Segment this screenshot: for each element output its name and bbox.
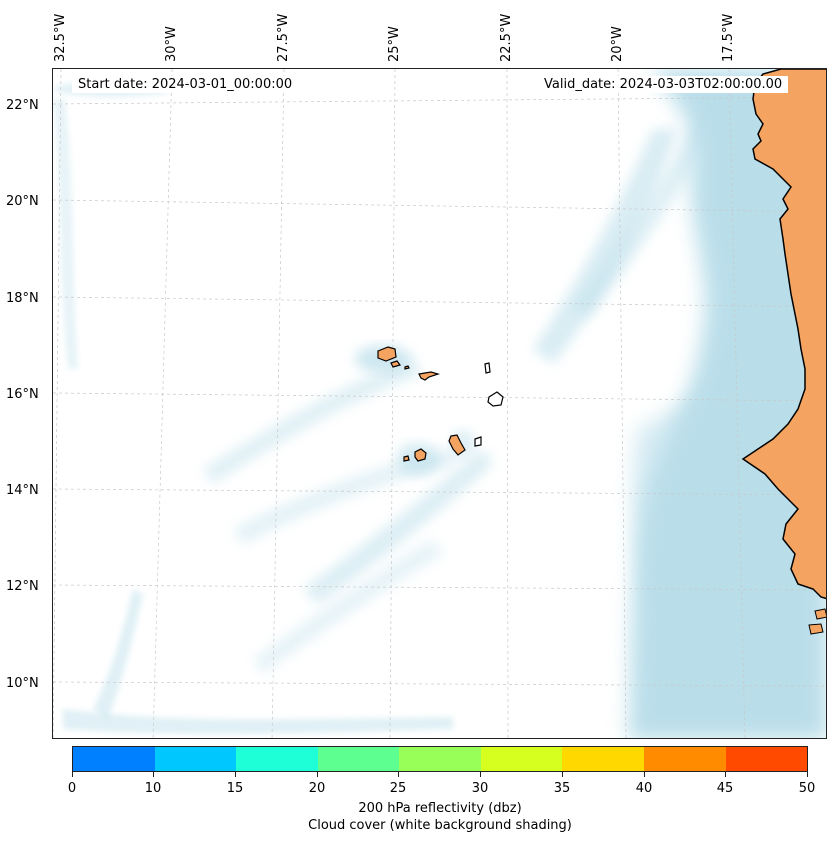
island-maio: [474, 436, 482, 447]
colorbar-title: 200 hPa reflectivity (dbz): [358, 801, 522, 816]
colorbar-tick-label: 10: [144, 781, 162, 796]
lat-label-22n: 22°N: [6, 98, 39, 113]
lat-label-12n: 12°N: [6, 579, 39, 594]
colorbar-tick-label: 25: [389, 781, 407, 796]
colorbar-tick-label: 30: [471, 781, 489, 796]
island-brava: [403, 455, 410, 462]
african-coastline: [741, 69, 826, 600]
map-panel: [52, 68, 827, 739]
colorbar-segment-3: [317, 747, 400, 771]
colorbar-tick: [562, 772, 563, 777]
colorbar-tick: [725, 772, 726, 777]
colorbar-segment-0: [73, 747, 155, 771]
colorbar-tick: [398, 772, 399, 777]
cloud-cover-shading: [53, 69, 826, 738]
colorbar-tick-label: 35: [553, 781, 571, 796]
map-canvas: [53, 69, 826, 738]
colorbar-segment-6: [562, 747, 644, 771]
colorbar-tick: [72, 772, 73, 777]
colorbar-tick: [807, 772, 808, 777]
lon-label-25w: 25°W: [387, 26, 402, 62]
colorbar-segment-7: [643, 747, 726, 771]
colorbar-tick: [317, 772, 318, 777]
island-santo-antao: [377, 346, 397, 362]
valid-date-label: Valid_date: 2024-03-03T02:00:00.00: [538, 76, 789, 93]
island-sao-vicente: [390, 360, 402, 368]
colorbar-segment-1: [154, 747, 237, 771]
colorbar-tick-label: 50: [798, 781, 816, 796]
colorbar-tick-label: 20: [308, 781, 326, 796]
island-fogo: [414, 448, 427, 462]
graticule: [53, 69, 826, 738]
lon-label-17-5w: 17.5°W: [721, 13, 736, 62]
lat-label-14n: 14°N: [6, 483, 39, 498]
lon-label-32-5w: 32.5°W: [53, 13, 68, 62]
lon-label-27-5w: 27.5°W: [276, 13, 291, 62]
lat-label-20n: 20°N: [6, 194, 39, 209]
colorbar-segment-2: [236, 747, 318, 771]
colorbar-tick-label: 40: [635, 781, 653, 796]
colorbar-tick: [480, 772, 481, 777]
bijagos-island-1: [814, 608, 826, 620]
island-sao-nicolau: [418, 371, 441, 381]
island-boa-vista: [487, 391, 504, 407]
cape-verde-islands: [377, 346, 504, 462]
colorbar-tick: [153, 772, 154, 777]
bijagos-island-2: [808, 623, 824, 635]
island-sal: [484, 362, 491, 374]
lat-label-10n: 10°N: [6, 676, 39, 691]
colorbar-segment-8: [725, 747, 808, 771]
start-date-label: Start date: 2024-03-01_00:00:00: [72, 76, 299, 93]
colorbar-tick-label: 15: [226, 781, 244, 796]
colorbar-segment-5: [480, 747, 563, 771]
colorbar: [72, 746, 808, 772]
island-santa-luzia: [404, 365, 410, 370]
lat-label-18n: 18°N: [6, 291, 39, 306]
lon-label-20w: 20°W: [610, 26, 625, 62]
lon-label-30w: 30°W: [164, 26, 179, 62]
lat-label-16n: 16°N: [6, 387, 39, 402]
island-santiago: [448, 434, 466, 456]
colorbar-segment-4: [399, 747, 481, 771]
colorbar-tick-label: 45: [716, 781, 734, 796]
colorbar-subtitle: Cloud cover (white background shading): [308, 818, 572, 833]
lon-label-22-5w: 22.5°W: [499, 13, 514, 62]
colorbar-tick: [644, 772, 645, 777]
colorbar-tick-label: 0: [67, 781, 77, 796]
colorbar-tick: [235, 772, 236, 777]
